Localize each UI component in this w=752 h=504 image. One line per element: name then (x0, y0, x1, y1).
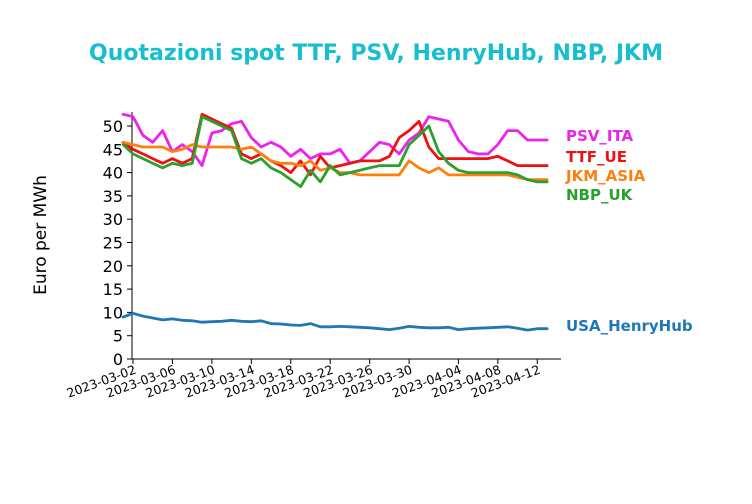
y-tick-label: 30 (103, 210, 123, 229)
y-tick-label: 10 (103, 303, 123, 322)
y-tick-label: 40 (103, 164, 123, 183)
y-tick-label: 25 (103, 233, 123, 252)
y-tick-label: 20 (103, 257, 123, 276)
series-line-usa_henryhub (121, 311, 549, 332)
y-tick-label: 35 (103, 187, 123, 206)
series-label-psv_ita: PSV_ITA (566, 127, 634, 145)
series-label-nbp_uk: NBP_UK (566, 186, 634, 204)
y-tick-label: 0 (113, 350, 123, 369)
chart-title: Quotazioni spot TTF, PSV, HenryHub, NBP,… (89, 41, 663, 66)
y-tick-label: 15 (103, 280, 123, 299)
series-label-usa_henryhub: USA_HenryHub (566, 317, 693, 335)
y-tick-label: 50 (103, 117, 123, 136)
series-label-jkm_asia: JKM_ASIA (565, 167, 646, 185)
y-tick-label: 45 (103, 140, 123, 159)
series-label-ttf_ue: TTF_UE (566, 148, 627, 166)
series-lines (121, 112, 549, 332)
y-axis-label: Euro per MWh (31, 175, 51, 295)
y-tick-label: 5 (113, 327, 123, 346)
series-line-nbp_uk (121, 115, 549, 189)
